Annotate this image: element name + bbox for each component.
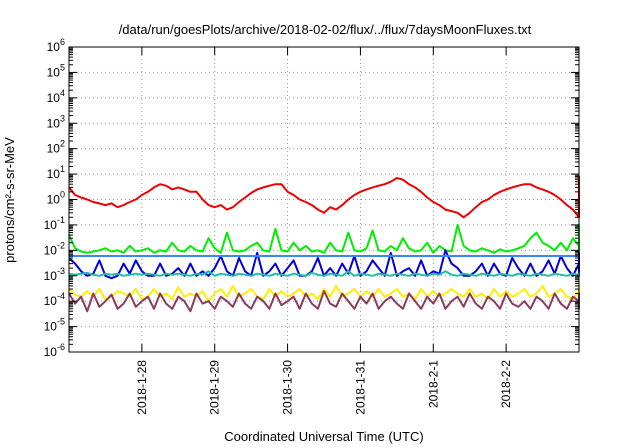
y-axis-label: protons/cm²-s-sr-MeV: [2, 137, 17, 263]
x-tick-label: 2018-1-30: [281, 360, 295, 415]
x-tick-label: 2018-1-28: [135, 360, 149, 415]
chart-title: /data/run/goesPlots/archive/2018-02-02/f…: [119, 22, 532, 37]
x-axis-label: Coordinated Universal Time (UTC): [224, 429, 423, 444]
x-axis: 2018-1-28 2018-1-29 2018-1-30 2018-1-31 2018…: [135, 47, 513, 415]
x-tick-label: 2018-1-31: [353, 360, 367, 415]
x-tick-label: 2018-2-1: [426, 360, 440, 408]
x-tick-label: 2018-1-29: [208, 360, 222, 415]
x-tick-label: 2018-2-2: [499, 360, 513, 408]
y-axis: 10-610-510-410-310-210-11001011021031041…: [44, 37, 579, 359]
